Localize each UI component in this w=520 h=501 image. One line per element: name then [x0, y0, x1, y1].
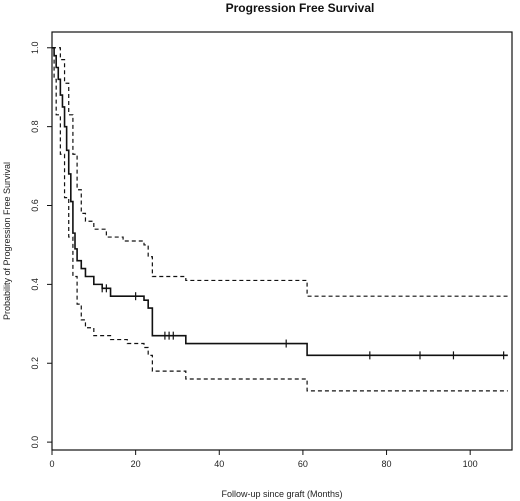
x-axis: 0 20 40 60 80 100 — [49, 450, 478, 469]
y-tick-label: 1.0 — [30, 42, 40, 55]
x-tick-label: 60 — [298, 459, 308, 469]
x-tick-label: 40 — [214, 459, 224, 469]
x-tick-label: 20 — [131, 459, 141, 469]
x-axis-label: Follow-up since graft (Months) — [221, 489, 342, 499]
y-tick-label: 0.8 — [30, 120, 40, 133]
x-tick-label: 0 — [49, 459, 54, 469]
y-tick-label: 0.2 — [30, 357, 40, 370]
y-axis-label: Probability of Progression Free Survival — [2, 162, 12, 320]
x-tick-label: 80 — [382, 459, 392, 469]
plot-frame — [51, 31, 513, 451]
x-tick-label: 100 — [463, 459, 478, 469]
lower-ci-curve — [52, 47, 508, 392]
chart-title: Progression Free Survival — [226, 1, 375, 15]
series-layer — [52, 46, 508, 392]
y-tick-label: 0.6 — [30, 199, 40, 212]
survival-curve — [52, 46, 508, 357]
y-tick-label: 0.4 — [30, 278, 40, 291]
y-axis: 0.0 0.2 0.4 0.6 0.8 1.0 — [30, 42, 52, 449]
y-tick-label: 0.0 — [30, 436, 40, 449]
upper-ci-curve — [52, 47, 508, 297]
